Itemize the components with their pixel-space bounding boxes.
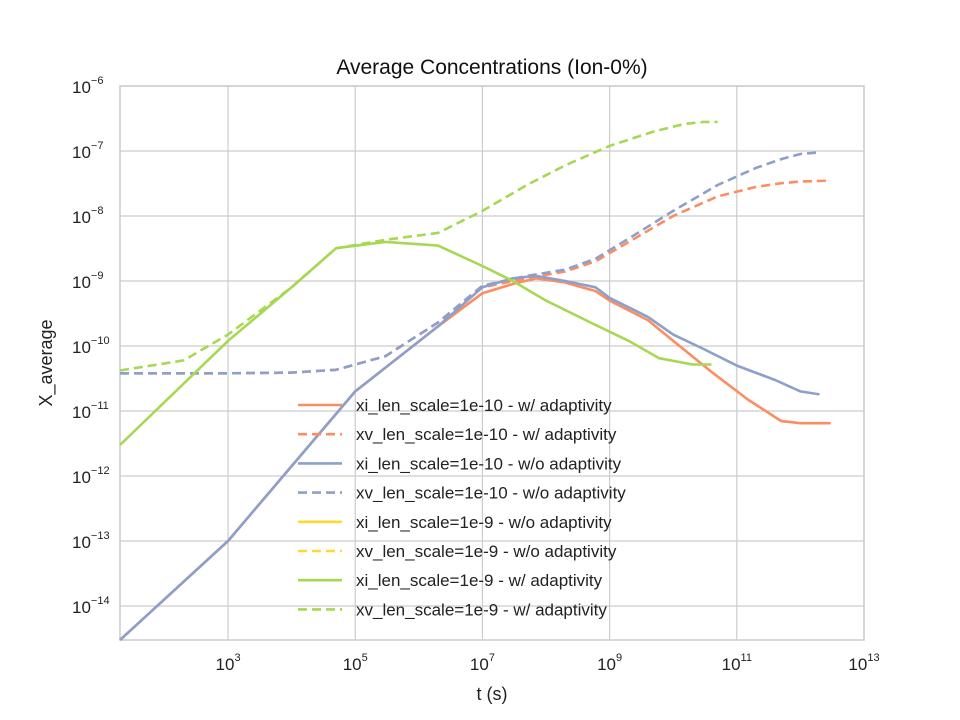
x-tick-label: 109 — [597, 652, 622, 674]
y-tick-label: 10−6 — [72, 75, 103, 97]
y-tick-label: 10−9 — [72, 270, 103, 292]
series-line — [120, 151, 820, 375]
legend-entry: xi_len_scale=1e-10 - w/o adaptivity — [356, 454, 622, 473]
x-axis-label: t (s) — [477, 684, 508, 704]
legend-entry: xv_len_scale=1e-9 - w/ adaptivity — [356, 600, 607, 619]
y-tick-label: 10−10 — [72, 335, 110, 357]
y-tick-labels: 10−14 10−13 10−12 10−11 10−10 10−9 10−8 10−7 10−… — [72, 75, 110, 617]
legend: xi_len_scale=1e-10 - w/ adaptivity xv_len… — [298, 396, 626, 619]
x-tick-label: 107 — [470, 652, 495, 674]
y-tick-label: 10−12 — [72, 465, 110, 487]
y-tick-label: 10−7 — [72, 140, 103, 162]
legend-entry: xv_len_scale=1e-10 - w/o adaptivity — [356, 484, 626, 503]
y-axis-label: X_average — [36, 319, 57, 406]
series-layer — [119, 120, 831, 641]
y-tick-label: 10−14 — [72, 595, 110, 617]
x-tick-label: 1011 — [722, 652, 752, 674]
series-line — [119, 274, 820, 641]
y-tick-label: 10−11 — [72, 400, 109, 422]
x-tick-label: 103 — [216, 652, 241, 674]
x-tick-labels: 103 105 107 109 1011 1013 — [216, 652, 880, 674]
grid — [120, 85, 865, 640]
plot-area — [119, 85, 865, 641]
chart-title: Average Concentrations (Ion-0%) — [336, 56, 647, 79]
series-line — [119, 120, 718, 372]
legend-entry: xv_len_scale=1e-10 - w/ adaptivity — [356, 425, 617, 444]
y-tick-label: 10−13 — [72, 530, 110, 552]
x-tick-label: 105 — [343, 652, 368, 674]
legend-entry: xi_len_scale=1e-9 - w/ adaptivity — [356, 571, 603, 590]
x-tick-label: 1013 — [848, 652, 879, 674]
legend-entry: xv_len_scale=1e-9 - w/o adaptivity — [356, 542, 617, 561]
y-tick-label: 10−8 — [72, 205, 103, 227]
legend-entry: xi_len_scale=1e-9 - w/o adaptivity — [356, 513, 612, 532]
legend-entry: xi_len_scale=1e-10 - w/ adaptivity — [356, 396, 612, 415]
